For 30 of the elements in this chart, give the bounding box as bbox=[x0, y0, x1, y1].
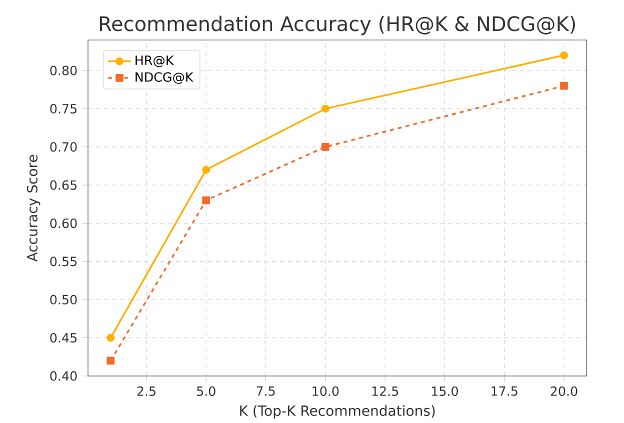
x-tick-label: 10.0 bbox=[312, 386, 339, 396]
point bbox=[106, 356, 115, 365]
y-tick-label: 0.45 bbox=[50, 333, 77, 343]
y-tick-label: 0.60 bbox=[50, 218, 77, 228]
y-tick-label: 0.40 bbox=[50, 371, 77, 381]
point bbox=[202, 166, 210, 174]
legend-label: HR@K bbox=[136, 56, 174, 68]
point bbox=[321, 142, 330, 151]
y-tick-label: 0.65 bbox=[50, 180, 77, 190]
x-tick-label: 7.5 bbox=[256, 386, 275, 396]
x-tick-label: 17.5 bbox=[492, 386, 518, 396]
x-tick-label: 15.0 bbox=[432, 386, 458, 396]
y-tick-label: 0.80 bbox=[50, 66, 77, 76]
x-axis-title: K (Top-K Recommendations) bbox=[240, 405, 435, 419]
point bbox=[106, 334, 115, 342]
x-tick-label: 5.0 bbox=[197, 386, 216, 396]
x-tick-label: 2.5 bbox=[137, 386, 156, 396]
chart-title: Recommendation Accuracy (HR@K & NDCG@K) bbox=[100, 16, 575, 36]
point bbox=[202, 196, 210, 204]
x-tick-label: 20.0 bbox=[550, 386, 578, 396]
x-tick-label: 12.5 bbox=[372, 386, 398, 396]
y-tick-label: 0.50 bbox=[50, 294, 77, 304]
y-tick-label: 0.55 bbox=[50, 256, 77, 266]
y-tick-label: 0.75 bbox=[50, 104, 77, 114]
point bbox=[560, 82, 568, 90]
point bbox=[560, 51, 568, 60]
y-tick-label: 0.70 bbox=[50, 142, 77, 152]
legend-label: NDCG@K bbox=[136, 72, 194, 84]
point bbox=[321, 104, 330, 113]
y-axis-title: Accuracy Score bbox=[26, 154, 40, 262]
